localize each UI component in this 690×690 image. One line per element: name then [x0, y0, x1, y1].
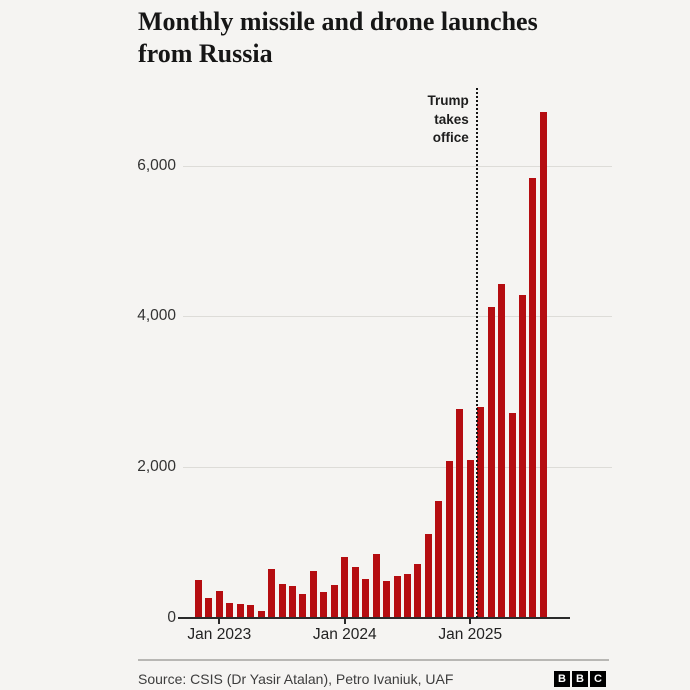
x-axis-tick-jan-2023 — [218, 618, 221, 624]
bar-nov-2022 — [194, 579, 202, 618]
bbc-logo-block-2: B — [572, 671, 588, 687]
y-axis-label-4000: 4,000 — [137, 307, 176, 325]
y-axis-label-6000: 6,000 — [137, 156, 176, 174]
bar-jan-2025 — [466, 460, 474, 618]
event-annotation: Trump takes office — [427, 93, 469, 145]
source-caption: Source: CSIS (Dr Yasir Atalan), Petro Iv… — [138, 671, 454, 687]
bar-jun-2024 — [393, 575, 401, 618]
chart-title-line2: from Russia — [138, 39, 273, 68]
bar-may-2024 — [383, 580, 391, 618]
x-axis-line — [178, 616, 570, 619]
bar-dec-2023 — [330, 585, 338, 618]
bar-oct-2024 — [435, 501, 443, 618]
bar-sep-2023 — [299, 594, 307, 618]
bar-jan-2023 — [215, 590, 223, 618]
bar-jun-2025 — [519, 294, 526, 618]
gridline-2000 — [183, 467, 612, 469]
bar-jan-2024 — [341, 556, 349, 618]
bbc-logo-block-1: B — [554, 671, 570, 687]
gridline-4000 — [183, 316, 612, 318]
bar-mar-2024 — [362, 579, 370, 618]
chart-title: Monthly missile and drone launches from … — [138, 6, 618, 70]
bar-mar-2025 — [487, 306, 495, 618]
bar-jul-2024 — [404, 573, 411, 618]
bar-oct-2023 — [309, 570, 317, 618]
bar-aug-2023 — [288, 585, 296, 618]
bar-dec-2022 — [205, 598, 213, 618]
bar-aug-2024 — [414, 563, 422, 618]
chart-title-line1: Monthly missile and drone launches — [138, 7, 538, 36]
x-axis-tick-jan-2025 — [469, 618, 472, 624]
bar-aug-2025 — [539, 111, 547, 618]
trump-takes-office-line — [475, 88, 478, 618]
x-axis-label-jan-2023: Jan 2023 — [187, 626, 252, 643]
bar-feb-2023 — [226, 602, 234, 618]
y-axis-label-2000: 2,000 — [137, 458, 176, 476]
x-axis-label-jan-2024: Jan 2024 — [312, 626, 377, 643]
bar-may-2025 — [508, 412, 516, 618]
bar-jun-2023 — [268, 568, 276, 618]
gridline-6000 — [183, 165, 612, 167]
bar-nov-2023 — [320, 591, 328, 618]
bar-apr-2025 — [498, 283, 506, 618]
bar-may-2023 — [257, 610, 265, 618]
footer-divider — [138, 659, 609, 661]
bar-sep-2024 — [424, 534, 432, 618]
bar-dec-2024 — [456, 409, 464, 618]
bbc-logo-block-3: C — [590, 671, 606, 687]
bar-apr-2024 — [372, 553, 380, 618]
bar-mar-2023 — [236, 604, 244, 618]
y-axis-label-0: 0 — [167, 609, 176, 626]
bar-jul-2023 — [278, 584, 286, 618]
bar-nov-2024 — [445, 461, 453, 618]
bar-jul-2025 — [529, 177, 537, 618]
bar-feb-2024 — [351, 567, 359, 618]
x-axis-label-jan-2025: Jan 2025 — [438, 626, 503, 643]
bar-apr-2023 — [247, 605, 255, 618]
x-axis-tick-jan-2024 — [343, 618, 346, 624]
bar-feb-2025 — [477, 406, 485, 618]
